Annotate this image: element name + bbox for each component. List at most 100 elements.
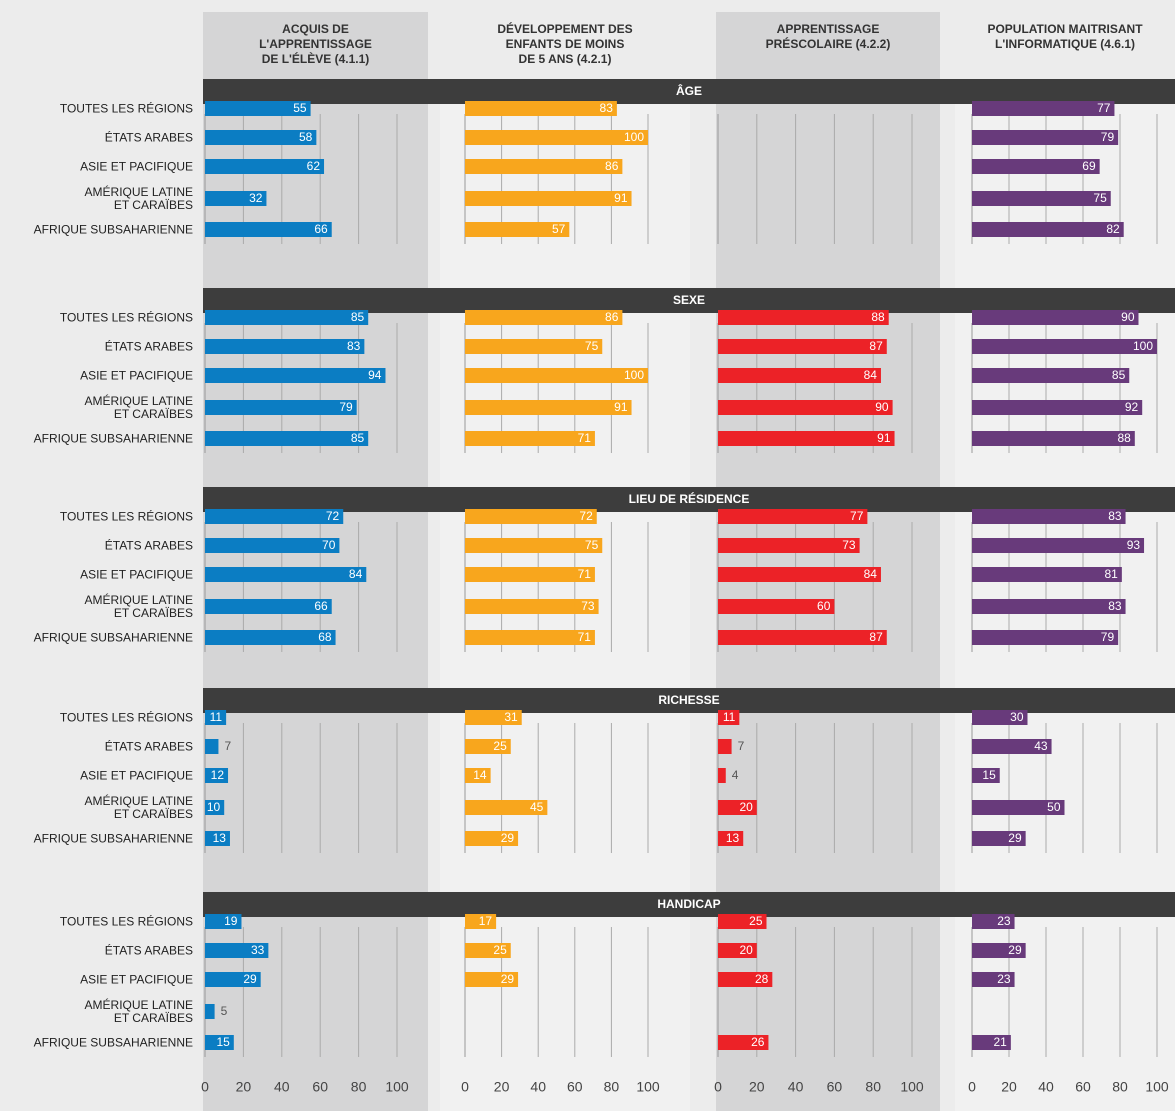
value-label: 91 bbox=[614, 400, 628, 414]
value-label: 87 bbox=[869, 339, 883, 353]
bar bbox=[718, 972, 773, 987]
value-label: 21 bbox=[993, 1035, 1007, 1049]
bar bbox=[465, 339, 603, 354]
value-label: 69 bbox=[1082, 159, 1096, 173]
bar bbox=[205, 538, 340, 553]
value-label: 43 bbox=[1034, 739, 1048, 753]
bar bbox=[205, 599, 332, 614]
bar bbox=[718, 768, 726, 783]
value-label: 26 bbox=[751, 1035, 765, 1049]
bar bbox=[972, 630, 1119, 645]
value-label: 7 bbox=[224, 739, 231, 753]
bar bbox=[972, 831, 1026, 846]
bar bbox=[718, 339, 887, 354]
value-label: 25 bbox=[749, 914, 763, 928]
bar bbox=[718, 599, 835, 614]
value-label: 30 bbox=[1010, 710, 1024, 724]
bar bbox=[205, 972, 261, 987]
value-label: 50 bbox=[1047, 800, 1061, 814]
x-tick-label: 60 bbox=[567, 1079, 583, 1095]
x-tick-label: 100 bbox=[1145, 1079, 1169, 1095]
value-label: 82 bbox=[1106, 222, 1120, 236]
bar bbox=[205, 191, 267, 206]
value-label: 66 bbox=[314, 222, 328, 236]
value-label: 28 bbox=[755, 972, 769, 986]
bar bbox=[972, 339, 1157, 354]
x-tick-label: 80 bbox=[351, 1079, 367, 1095]
value-label: 83 bbox=[1108, 599, 1122, 613]
value-label: 25 bbox=[493, 943, 507, 957]
value-label: 83 bbox=[347, 339, 361, 353]
value-label: 17 bbox=[479, 914, 493, 928]
bar bbox=[972, 222, 1124, 237]
value-label: 88 bbox=[871, 310, 885, 324]
bar bbox=[465, 943, 511, 958]
value-label: 79 bbox=[1101, 130, 1115, 144]
x-tick-label: 20 bbox=[494, 1079, 510, 1095]
value-label: 83 bbox=[1108, 509, 1122, 523]
bar bbox=[465, 101, 617, 116]
value-label: 87 bbox=[869, 630, 883, 644]
value-label: 83 bbox=[600, 101, 614, 115]
bar bbox=[972, 567, 1122, 582]
bar bbox=[465, 222, 570, 237]
value-label: 73 bbox=[581, 599, 595, 613]
x-tick-label: 40 bbox=[530, 1079, 546, 1095]
bar bbox=[205, 222, 332, 237]
bar bbox=[465, 310, 623, 325]
value-label: 91 bbox=[614, 191, 628, 205]
bar bbox=[465, 567, 595, 582]
x-tick-label: 60 bbox=[827, 1079, 843, 1095]
bar bbox=[718, 831, 744, 846]
bar bbox=[972, 400, 1143, 415]
bar bbox=[465, 831, 519, 846]
bar bbox=[465, 710, 522, 725]
value-label: 72 bbox=[326, 509, 340, 523]
value-label: 25 bbox=[493, 739, 507, 753]
x-tick-label: 0 bbox=[968, 1079, 976, 1095]
value-label: 90 bbox=[1121, 310, 1135, 324]
value-label: 72 bbox=[579, 509, 593, 523]
bar bbox=[465, 739, 511, 754]
x-tick-label: 40 bbox=[788, 1079, 804, 1095]
value-label: 29 bbox=[501, 831, 515, 845]
region-label: ASIE ET PACIFIQUE bbox=[80, 159, 193, 174]
bar bbox=[972, 972, 1015, 987]
region-label: ÉTATS ARABES bbox=[104, 339, 193, 354]
region-label: ASIE ET PACIFIQUE bbox=[80, 567, 193, 582]
value-label: 5 bbox=[221, 1004, 228, 1018]
value-label: 55 bbox=[293, 101, 307, 115]
value-label: 73 bbox=[842, 538, 856, 552]
region-label: ÉTATS ARABES bbox=[104, 739, 193, 754]
section-title: RICHESSE bbox=[658, 693, 719, 707]
bar bbox=[205, 101, 311, 116]
bar bbox=[465, 972, 519, 987]
bar bbox=[465, 509, 597, 524]
value-label: 62 bbox=[307, 159, 321, 173]
bar bbox=[205, 943, 269, 958]
section-title: ÂGE bbox=[676, 83, 702, 98]
x-tick-label: 40 bbox=[274, 1079, 290, 1095]
value-label: 23 bbox=[997, 914, 1011, 928]
x-tick-label: 60 bbox=[1075, 1079, 1091, 1095]
value-label: 20 bbox=[739, 800, 753, 814]
x-tick-label: 60 bbox=[312, 1079, 328, 1095]
value-label: 13 bbox=[213, 831, 227, 845]
value-label: 84 bbox=[864, 567, 878, 581]
column-title: POPULATION MAITRISANT L'INFORMATIQUE (4.… bbox=[987, 22, 1143, 51]
section-title: HANDICAP bbox=[657, 897, 720, 911]
bar bbox=[205, 630, 336, 645]
bar bbox=[718, 431, 895, 446]
region-label: AFRIQUE SUBSAHARIENNE bbox=[33, 222, 193, 237]
value-label: 10 bbox=[207, 800, 221, 814]
x-tick-label: 80 bbox=[865, 1079, 881, 1095]
value-label: 23 bbox=[997, 972, 1011, 986]
bar bbox=[205, 368, 386, 383]
bar bbox=[718, 538, 860, 553]
region-label: AMÉRIQUE LATINE ET CARAÏBES bbox=[84, 185, 193, 212]
region-label: AFRIQUE SUBSAHARIENNE bbox=[33, 831, 193, 846]
bar bbox=[465, 914, 497, 929]
value-label: 4 bbox=[732, 768, 739, 782]
bar bbox=[205, 914, 242, 929]
